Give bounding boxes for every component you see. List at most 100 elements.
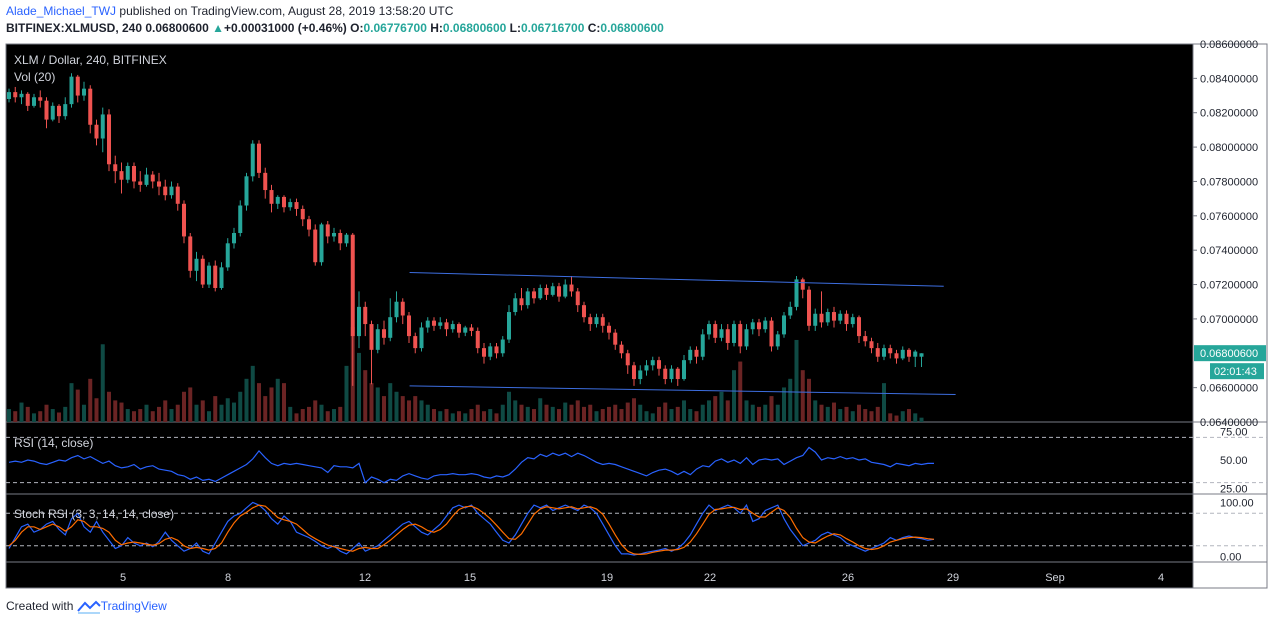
candle	[269, 190, 274, 204]
candle	[394, 301, 399, 318]
candle	[150, 174, 155, 182]
osc-tick-label: 75.00	[1220, 427, 1248, 439]
candle	[482, 348, 486, 357]
candle	[7, 92, 11, 99]
candle	[688, 349, 693, 361]
volume-bar	[844, 406, 849, 422]
volume-bar	[700, 404, 705, 422]
volume-bar	[319, 404, 324, 422]
channel-upper-line	[409, 272, 944, 287]
candle	[544, 287, 549, 295]
candle	[400, 301, 405, 316]
volume-bar	[675, 406, 680, 422]
candle	[919, 353, 924, 357]
candle	[307, 219, 311, 230]
volume-bar	[588, 404, 593, 422]
candle	[663, 368, 668, 380]
volume-bar	[119, 402, 124, 422]
volume-bar	[63, 406, 68, 422]
candle	[869, 341, 874, 349]
volume-bar	[463, 413, 468, 422]
candle	[600, 317, 605, 326]
price-tick-label: 0.07200000	[1200, 280, 1258, 292]
volume-bar	[738, 361, 743, 422]
osc-tick-label: 50.00	[1220, 455, 1248, 467]
candle	[844, 313, 849, 325]
volume-bar	[857, 404, 861, 422]
candle	[19, 93, 24, 98]
candle	[425, 320, 430, 328]
candle	[732, 324, 736, 343]
candle	[88, 88, 93, 125]
volume-bar	[838, 409, 843, 422]
volume-bar	[219, 404, 224, 422]
price-tick-label: 0.08200000	[1200, 108, 1258, 120]
close-label: C:	[587, 21, 601, 35]
candle	[463, 327, 468, 333]
time-tick-label: 5	[120, 572, 126, 584]
author-link[interactable]: Alade_Michael_TWJ	[6, 4, 117, 18]
volume-bar	[444, 409, 449, 422]
volume-bar	[157, 406, 161, 422]
volume-bar	[688, 409, 693, 422]
volume-bar	[544, 404, 549, 422]
candle	[100, 114, 105, 139]
candle	[563, 284, 568, 297]
volume-bar	[75, 389, 80, 422]
candle	[207, 265, 211, 285]
price-change: +0.00031000 (+0.46%)	[224, 21, 347, 35]
candle	[694, 349, 699, 357]
candle	[175, 186, 180, 204]
candle	[182, 203, 186, 237]
volume-bar	[325, 411, 330, 422]
volume-bar	[882, 383, 886, 422]
candle	[157, 181, 161, 187]
osc-title: Stoch RSI (3, 3, 14, 14, close)	[14, 507, 174, 521]
candle	[825, 312, 830, 323]
candle	[32, 97, 36, 106]
candle	[38, 97, 43, 101]
candle	[475, 330, 480, 349]
candle	[494, 346, 499, 354]
tradingview-link[interactable]: TradingView	[100, 599, 167, 613]
candle	[432, 320, 436, 326]
volume-bar	[400, 396, 405, 422]
volume-bar	[32, 413, 36, 422]
candle	[107, 114, 111, 165]
last-price-tag	[1194, 345, 1266, 362]
volume-bar	[850, 411, 855, 422]
candle	[582, 305, 586, 318]
chart-title: XLM / Dollar, 240, BITFINEX	[14, 53, 167, 67]
volume-bar	[50, 409, 55, 422]
candle	[163, 186, 168, 196]
candle	[113, 164, 118, 172]
volume-bar	[238, 391, 243, 422]
candle	[775, 334, 780, 347]
time-tick-label: 19	[601, 572, 613, 584]
candle	[750, 322, 755, 330]
volume-bar	[488, 409, 493, 422]
footer: Created with TradingView	[6, 599, 167, 614]
volume-bar	[869, 411, 874, 422]
candle	[94, 124, 99, 139]
volume-bar	[432, 409, 436, 422]
osc-series-line	[8, 501, 935, 556]
open-label: O:	[350, 21, 364, 35]
volume-bar	[800, 370, 805, 422]
volume-bar	[919, 417, 924, 422]
osc-tick-label: 25.00	[1220, 483, 1248, 495]
candle	[519, 298, 524, 306]
price-tick-label: 0.08600000	[1200, 39, 1258, 51]
volume-bar	[669, 409, 674, 422]
volume-bar	[538, 398, 543, 422]
volume-bar	[513, 400, 518, 422]
up-arrow-icon: ▲	[212, 21, 225, 35]
candle	[557, 286, 561, 297]
candle	[407, 315, 411, 337]
candle	[232, 233, 236, 244]
volume-bar	[425, 404, 430, 422]
candle	[838, 313, 843, 321]
candle	[75, 76, 80, 96]
volume-bar	[557, 409, 561, 422]
